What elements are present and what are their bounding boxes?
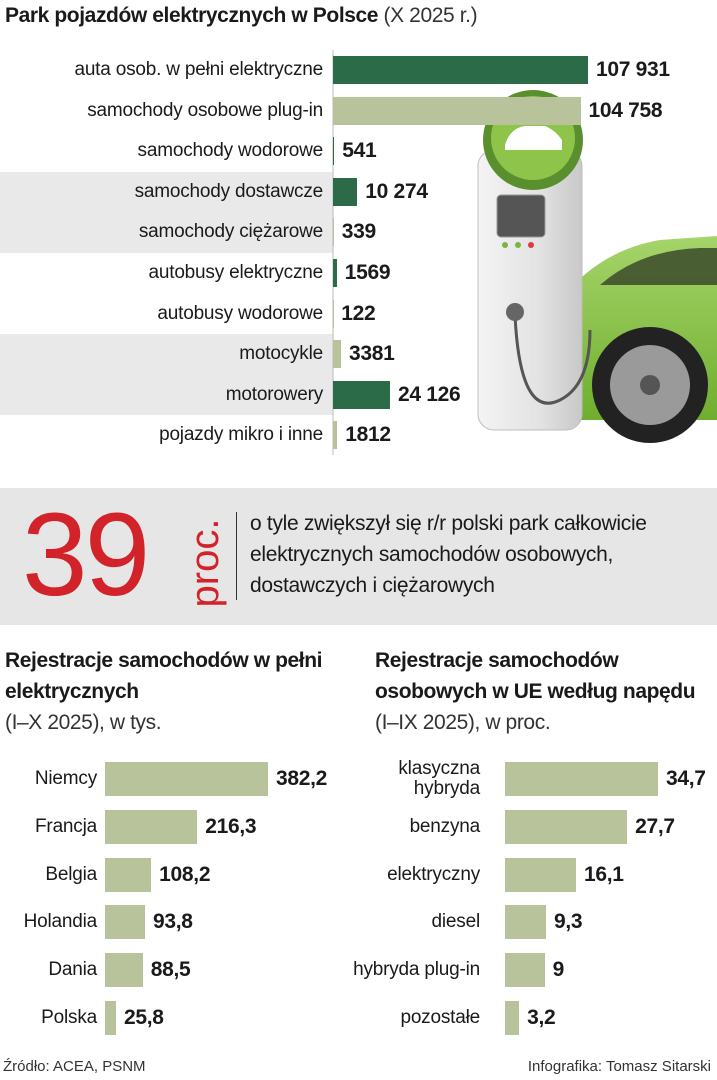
category-label: klasyczna hybryda — [398, 758, 480, 799]
value-label: 382,2 — [276, 767, 328, 790]
value-label: 122 — [341, 301, 376, 325]
category-label: pojazdy mikro i inne — [159, 424, 323, 446]
bar — [505, 857, 576, 892]
value-label: 541 — [342, 139, 377, 163]
value-label: 104 758 — [588, 98, 663, 122]
value-label: 10 274 — [365, 179, 428, 203]
category-label: benzyna — [409, 815, 481, 837]
category-label: samochody osobowe plug-in — [87, 99, 323, 121]
divider — [236, 512, 237, 600]
bar — [105, 809, 198, 844]
bar — [505, 809, 628, 844]
callout-text: o tyle zwiększył się r/r polski park cał… — [250, 512, 647, 597]
category-label: elektryczny — [387, 863, 480, 885]
category-label: Francja — [35, 815, 97, 837]
category-label: Belgia — [45, 863, 97, 885]
callout-unit: proc. — [183, 518, 227, 608]
value-label: 9 — [552, 958, 565, 982]
value-label: 107 931 — [596, 58, 670, 81]
category-label: autobusy wodorowe — [157, 302, 323, 324]
chart-subtitle: (I–X 2025), w tys. — [5, 711, 162, 734]
bar — [333, 259, 337, 287]
bar — [333, 299, 334, 328]
bar — [333, 56, 588, 84]
value-label: 93,8 — [153, 910, 193, 934]
car-hub — [640, 375, 660, 395]
category-label: motorowery — [225, 383, 323, 405]
bar — [105, 953, 143, 988]
value-label: 339 — [341, 220, 376, 244]
chart-title-block: Rejestracje samochodów w pełni elektrycz… — [5, 645, 335, 738]
chart-title-block: Park pojazdów elektrycznych w Polsce (X … — [5, 0, 478, 31]
value-label: 27,7 — [635, 814, 675, 838]
row-stripe — [0, 172, 333, 253]
bar — [105, 905, 145, 940]
bar — [105, 1001, 116, 1035]
callout: 39 proc. o tyle zwiększył się r/r polski… — [0, 488, 717, 625]
value-label: 3381 — [348, 342, 395, 366]
value-label: 9,3 — [554, 910, 583, 934]
source: Źródło: ACEA, PSNM — [3, 1058, 146, 1075]
car-window — [600, 248, 717, 285]
value-label: 1569 — [344, 261, 391, 284]
row-stripe — [0, 334, 333, 415]
bar — [333, 380, 390, 409]
value-label: 25,8 — [124, 1006, 164, 1029]
bar — [333, 177, 358, 206]
value-label: 108,2 — [159, 862, 211, 886]
charger-car-icon — [505, 126, 562, 150]
charger-button — [528, 242, 534, 248]
value-label: 1812 — [345, 423, 391, 447]
chart-title: Park pojazdów elektrycznych w Polsce — [5, 4, 379, 27]
category-label: diesel — [431, 911, 481, 933]
chart-subtitle: (I–IX 2025), w proc. — [375, 711, 551, 734]
bar — [105, 857, 152, 892]
charger-screen — [496, 194, 546, 238]
chart-title: Rejestracje samochodów w pełni elektrycz… — [5, 649, 323, 703]
category-label: Polska — [41, 1007, 97, 1028]
category-label: samochody ciężarowe — [138, 221, 323, 243]
bar — [505, 953, 545, 988]
category-label: Niemcy — [34, 768, 97, 789]
charger-cable — [513, 314, 592, 405]
bar — [333, 137, 335, 166]
bar — [333, 340, 341, 369]
bar — [505, 1001, 520, 1035]
category-label: motocykle — [239, 343, 323, 365]
value-label: 216,3 — [205, 814, 257, 838]
bar — [333, 421, 338, 450]
charger-socket — [506, 303, 524, 321]
category-label: auta osob. w pełni elektryczne — [74, 59, 323, 80]
chart-subtitle: (X 2025 r.) — [383, 4, 478, 27]
category-label: samochody wodorowe — [137, 140, 324, 162]
bar — [333, 218, 334, 247]
value-label: 24 126 — [398, 382, 461, 406]
value-label: 3,2 — [527, 1006, 556, 1029]
category-label: pozostałe — [400, 1007, 480, 1028]
chart-title: Rejestracje samochodów osobowych w UE we… — [375, 649, 696, 703]
category-label: Holandia — [23, 911, 98, 933]
value-label: 34,7 — [666, 767, 706, 790]
charger-button — [502, 242, 508, 248]
bar — [105, 762, 268, 796]
bar — [333, 96, 581, 125]
callout-value: 39 — [22, 489, 150, 621]
bar — [505, 905, 546, 940]
charger-button — [515, 242, 521, 248]
category-label: autobusy elektryczne — [148, 262, 324, 283]
value-label: 16,1 — [583, 862, 624, 886]
category-label: Dania — [48, 959, 97, 981]
chart-title-block: Rejestracje samochodów osobowych w UE we… — [375, 645, 710, 738]
category-label: hybryda plug-in — [353, 959, 480, 981]
bar — [505, 762, 658, 796]
value-label: 88,5 — [150, 958, 191, 982]
credit: Infografika: Tomasz Sitarski — [527, 1058, 711, 1075]
category-label: samochody dostawcze — [134, 180, 324, 202]
